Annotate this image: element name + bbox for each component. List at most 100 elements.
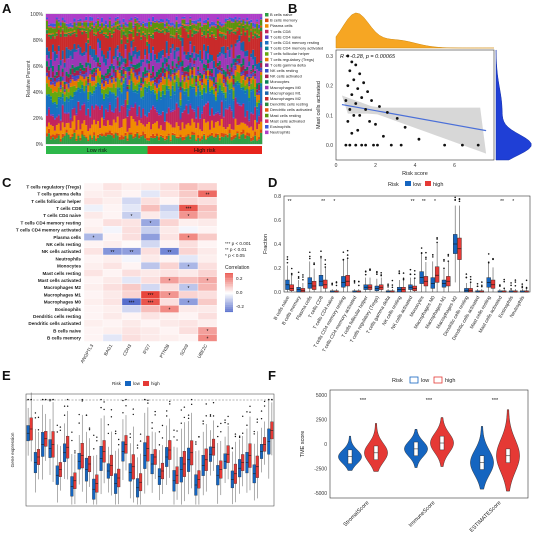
stacked-bar-segment: [203, 50, 206, 65]
stacked-bar-segment: [244, 85, 247, 91]
stacked-bar-segment: [240, 105, 243, 107]
stacked-bar-segment: [238, 82, 241, 85]
stacked-bar-segment: [167, 26, 170, 30]
stacked-bar-segment: [214, 96, 218, 101]
outlier-point: [154, 414, 156, 416]
stacked-bar-segment: [99, 14, 102, 24]
stacked-bar-segment: [136, 20, 139, 23]
stacked-bar-segment: [144, 27, 147, 34]
outlier-point: [158, 444, 161, 446]
stacked-bar-segment: [134, 23, 137, 26]
stacked-bar-segment: [138, 87, 141, 106]
stacked-bar-segment: [104, 81, 108, 89]
stacked-bar-segment: [205, 104, 208, 123]
outlier-point: [169, 403, 171, 405]
stacked-bar-segment: [236, 62, 239, 65]
stacked-bar-segment: [234, 137, 237, 144]
stacked-bar-segment: [73, 43, 76, 52]
stacked-bar-segment: [49, 85, 53, 89]
stacked-bar-segment: [122, 80, 125, 84]
stacked-bar-segment: [55, 35, 58, 55]
data-point: [350, 60, 354, 64]
stacked-bar-segment: [171, 127, 174, 133]
stacked-bar-segment: [106, 132, 110, 135]
stacked-bar-segment: [75, 87, 78, 91]
x-axis-label: Risk score: [402, 171, 428, 177]
outlier-point: [169, 400, 171, 403]
stacked-bar-segment: [51, 36, 55, 45]
stacked-bar-segment: [128, 20, 131, 23]
stacked-bar-segment: [114, 81, 117, 83]
legend-swatch: [265, 113, 269, 118]
stacked-bar-segment: [179, 82, 182, 87]
stacked-bar-segment: [254, 79, 257, 88]
stacked-bar-segment: [224, 39, 227, 53]
stacked-bar-segment: [214, 39, 218, 68]
stacked-bar-segment: [254, 24, 257, 28]
stacked-bar-segment: [228, 69, 231, 72]
stacked-bar-segment: [169, 22, 172, 26]
stacked-bar-segment: [126, 84, 129, 87]
stacked-bar-segment: [77, 120, 80, 135]
legend-label: B cells memory: [270, 18, 297, 23]
stacked-bar-segment: [163, 28, 166, 32]
stacked-bar-segment: [189, 29, 192, 42]
stacked-bar-segment: [260, 132, 263, 144]
stacked-bar-segment: [91, 25, 94, 27]
stacked-bar-segment: [224, 133, 227, 136]
outlier-point: [335, 281, 338, 283]
stacked-bar-segment: [238, 73, 241, 83]
stacked-bar-segment: [218, 137, 221, 141]
stacked-bar-segment: [73, 75, 76, 80]
stacked-bar-segment: [236, 19, 239, 22]
stacked-bar-segment: [136, 80, 139, 84]
stacked-bar-segment: [163, 79, 166, 85]
stacked-bar-segment: [244, 93, 247, 117]
stacked-bar-segment: [226, 68, 229, 75]
stacked-bar-segment: [155, 62, 159, 72]
stacked-bar-segment: [61, 137, 64, 144]
stacked-bar-segment: [222, 54, 225, 70]
stacked-bar-segment: [165, 85, 168, 91]
stacked-bar-segment: [138, 105, 141, 107]
stacked-bar-segment: [146, 14, 149, 23]
stacked-bar-segment: [252, 28, 255, 36]
stacked-bar-segment: [179, 26, 182, 28]
stacked-bar-segment: [150, 135, 153, 138]
stacked-bar-segment: [61, 105, 64, 123]
stacked-bar-segment: [120, 76, 123, 78]
stacked-bar-segment: [89, 63, 92, 69]
x-tick-label: 4: [414, 163, 417, 169]
outlier-point: [217, 425, 219, 428]
stacked-bar-segment: [169, 37, 172, 48]
significance-mark: **: [111, 250, 115, 256]
stacked-bar-segment: [193, 28, 196, 31]
stacked-bar-segment: [212, 83, 216, 86]
legend-swatch-high: [433, 376, 443, 384]
stacked-bar-segment: [67, 77, 70, 84]
stacked-bar-segment: [214, 112, 218, 115]
stacked-bar-segment: [218, 55, 221, 61]
stacked-bar-segment: [110, 14, 113, 25]
stacked-bar-segment: [246, 90, 249, 111]
stacked-bar-segment: [210, 120, 214, 133]
stacked-bar-segment: [161, 32, 165, 50]
outlier-point: [391, 284, 394, 286]
stacked-bar-segment: [210, 107, 214, 109]
stacked-bar-segment: [197, 54, 200, 58]
stacked-bar-segment: [67, 26, 70, 29]
stacked-bar-segment: [258, 90, 261, 94]
stacked-bar-segment: [53, 77, 57, 82]
y-tick-label: 0.3: [326, 54, 333, 60]
heatmap-cell: [197, 334, 218, 342]
stacked-bar-segment: [93, 23, 96, 26]
stacked-bar-segment: [238, 27, 241, 36]
stacked-bar-segment: [83, 92, 86, 103]
stacked-bar-segment: [104, 126, 108, 133]
stacked-bar-segment: [120, 135, 123, 140]
stacked-bar-segment: [252, 140, 255, 144]
stacked-bar-segment: [159, 136, 163, 144]
stacked-bar-segment: [171, 22, 174, 26]
stacked-bar-segment: [191, 33, 194, 37]
stacked-bar-segment: [159, 91, 163, 97]
